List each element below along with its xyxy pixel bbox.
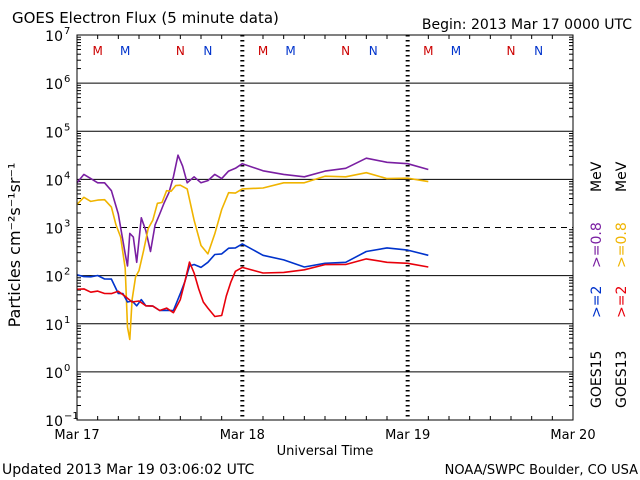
y-tick-label: 10 <box>45 270 63 286</box>
orbit-marker: N <box>176 44 185 58</box>
y-tick-exponent: 4 <box>64 170 70 181</box>
legend-goes13-high: >=0.8 <box>614 222 630 268</box>
x-tick-label: Mar 18 <box>220 428 265 443</box>
legend-goes15-low: >=2 <box>589 286 605 318</box>
orbit-marker: M <box>258 44 268 58</box>
orbit-marker: N <box>369 44 378 58</box>
y-tick-label: 10 <box>45 29 63 45</box>
legend-goes13-label: GOES13 <box>614 351 630 408</box>
orbit-marker: N <box>203 44 212 58</box>
y-tick-label: 10 <box>45 77 63 93</box>
orbit-marker: N <box>507 44 516 58</box>
y-tick-exponent: 2 <box>64 267 70 278</box>
y-tick-label: 10 <box>45 414 63 430</box>
orbit-marker: N <box>534 44 543 58</box>
orbit-marker: N <box>341 44 350 58</box>
begin-time: Begin: 2013 Mar 17 0000 UTC <box>422 17 632 33</box>
legend-goes13-low: >=2 <box>614 286 630 318</box>
chart-title: GOES Electron Flux (5 minute data) <box>12 9 279 27</box>
credit-text: NOAA/SWPC Boulder, CO USA <box>445 463 638 478</box>
y-tick-exponent: 5 <box>64 122 70 133</box>
legend-goes13-unit: MeV <box>614 161 630 192</box>
series-goes13_high <box>76 171 429 341</box>
orbit-marker: M <box>285 44 295 58</box>
y-tick-exponent: 6 <box>64 74 70 85</box>
updated-time: Updated 2013 Mar 19 03:06:02 UTC <box>2 462 255 478</box>
plot-frame <box>76 34 574 421</box>
y-tick-exponent: 3 <box>64 219 70 230</box>
y-tick-label: 10 <box>45 318 63 334</box>
y-tick-exponent: −1 <box>64 411 79 422</box>
legend-goes15-high: >=0.8 <box>589 222 605 268</box>
orbit-marker: M <box>92 44 102 58</box>
y-axis-label: Particles cm⁻²s⁻¹sr⁻¹ <box>5 163 24 328</box>
orbit-marker: M <box>120 44 130 58</box>
legend-goes15-label: GOES15 <box>589 351 605 408</box>
x-tick-label: Mar 17 <box>54 428 99 443</box>
series-goes15_high <box>76 154 429 267</box>
y-tick-label: 10 <box>45 366 63 382</box>
y-tick-label: 10 <box>45 222 63 238</box>
series-goes13_low <box>76 258 429 318</box>
legend-goes15-unit: MeV <box>589 161 605 192</box>
y-tick-exponent: 7 <box>64 26 70 37</box>
orbit-marker: M <box>423 44 433 58</box>
x-tick-label: Mar 19 <box>385 428 430 443</box>
x-axis-label: Universal Time <box>277 444 374 459</box>
y-tick-label: 10 <box>45 173 63 189</box>
y-tick-exponent: 0 <box>64 363 70 374</box>
y-tick-label: 10 <box>45 125 63 141</box>
orbit-marker: M <box>451 44 461 58</box>
x-tick-label: Mar 20 <box>550 428 595 443</box>
y-tick-exponent: 1 <box>64 315 70 326</box>
